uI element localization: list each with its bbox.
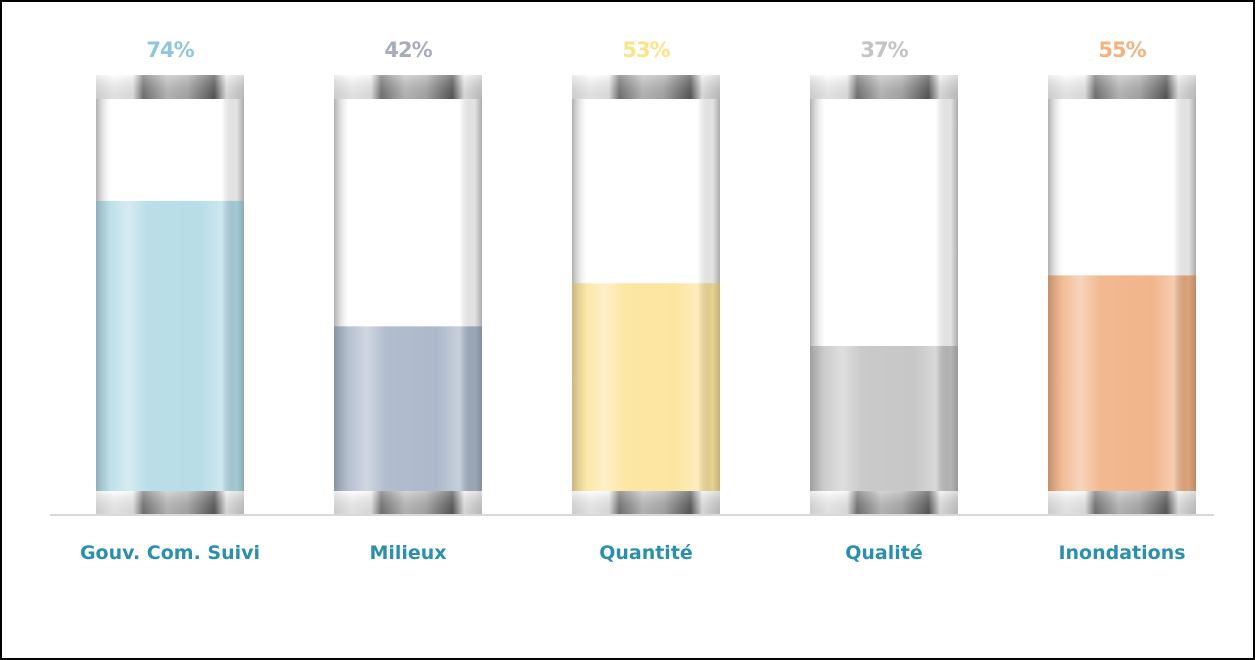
category-label: Quantité — [599, 542, 693, 564]
value-label: 74% — [146, 38, 194, 62]
tube-cap-bottom-shade — [1048, 491, 1196, 514]
value-label: 53% — [622, 38, 670, 62]
tube-cap-bottom-shade — [96, 491, 244, 514]
bar-group-2: 53% Quantité — [572, 38, 720, 564]
tube-gloss — [96, 99, 244, 491]
bar-group-3: 37% Qualité — [810, 38, 958, 564]
tube-cap-top-shade — [96, 75, 244, 99]
chart-canvas: 74% Gouv. Com. Suivi 42% Milieux 53% Quantité… — [50, 38, 1214, 564]
tube-gloss — [572, 99, 720, 491]
value-label: 42% — [384, 38, 432, 62]
value-label: 55% — [1098, 38, 1146, 62]
tube-cap-top-shade — [1048, 75, 1196, 99]
bar-group-1: 42% Milieux — [334, 38, 482, 564]
value-label: 37% — [860, 38, 908, 62]
tube-gloss — [810, 99, 958, 491]
category-label: Inondations — [1058, 542, 1185, 564]
tube-cap-bottom-shade — [810, 491, 958, 514]
tube-gloss — [1048, 99, 1196, 491]
tube-gloss — [334, 99, 482, 491]
tube-cap-top-shade — [810, 75, 958, 99]
tube-cap-bottom-shade — [572, 491, 720, 514]
category-label: Milieux — [369, 542, 446, 564]
tube-cap-top-shade — [572, 75, 720, 99]
tube-cap-top-shade — [334, 75, 482, 99]
tube-cap-bottom-shade — [334, 491, 482, 514]
category-label: Qualité — [845, 542, 923, 564]
category-label: Gouv. Com. Suivi — [80, 542, 260, 564]
bar-group-0: 74% Gouv. Com. Suivi — [80, 38, 260, 564]
bar-group-4: 55% Inondations — [1048, 38, 1196, 564]
